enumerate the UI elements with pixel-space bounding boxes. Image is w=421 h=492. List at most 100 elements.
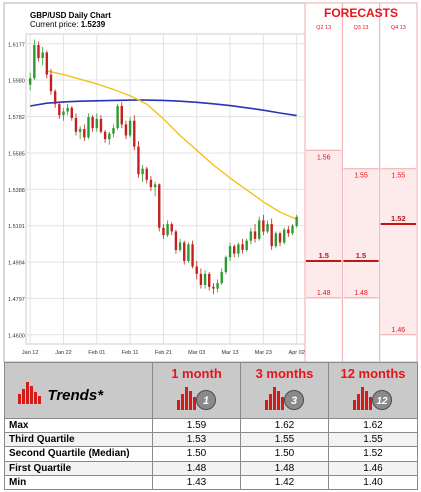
period-icon-1m: 1: [153, 384, 240, 415]
forecast-max-label: 1.55: [392, 173, 406, 180]
candle-body: [287, 229, 290, 234]
row-label-third-quartile: Third Quartile: [4, 432, 153, 448]
candle-body: [37, 45, 40, 58]
table-row: First Quartile 1.48 1.48 1.46: [4, 460, 418, 476]
candle-body: [233, 246, 236, 254]
candle-body: [253, 231, 257, 239]
candle-body: [278, 233, 282, 243]
candle-body: [187, 244, 190, 261]
candle-body: [199, 273, 203, 285]
chart-title: GBP/USD Daily Chart: [30, 11, 111, 20]
candle-body: [58, 104, 61, 116]
trends-header-cell: Trends*: [4, 362, 153, 419]
x-tick-label: Feb 01: [88, 350, 105, 356]
candle-body: [66, 107, 69, 112]
forecast-median-label: 1.5: [356, 251, 366, 260]
candle-body: [78, 129, 82, 132]
period-label-3m: 3 months: [255, 366, 314, 381]
candle-body: [241, 244, 244, 250]
x-tick-label: Mar 13: [221, 350, 238, 356]
candle-body: [212, 286, 215, 289]
bar-chart-icon: [18, 382, 41, 404]
cell-q3-1m: 1.53: [152, 432, 241, 448]
forecast-max-label: 1.56: [317, 154, 331, 161]
cell-min-3m: 1.42: [240, 474, 329, 491]
y-tick-label: 1.4994: [8, 261, 25, 267]
candle-body: [120, 105, 123, 125]
candle-body: [49, 74, 53, 92]
candle-body: [162, 227, 165, 236]
cell-max-1m: 1.59: [152, 417, 241, 434]
candle-body: [62, 111, 65, 116]
forecast-min-label: 1.46: [392, 327, 406, 334]
period-badge-3m: 3: [290, 395, 296, 407]
forecast-median-label: 1.52: [391, 214, 406, 223]
candle-body: [116, 105, 119, 129]
x-axis-ticks: Jan 12 Jan 22 Feb 01 Feb 11 Feb 21 Mar 03 Mar …: [22, 350, 305, 356]
candle-body: [245, 240, 248, 250]
period-icon-12m: 12: [329, 384, 417, 415]
candle-body: [70, 107, 74, 118]
cell-median-12m: 1.52: [328, 446, 418, 462]
candle-body: [249, 231, 253, 241]
candle-body: [141, 168, 144, 175]
candle-body: [108, 133, 111, 140]
candle-body: [170, 224, 173, 232]
bar-chart-badge-icon: 12: [353, 387, 392, 410]
forecast-max-label: 1.55: [354, 173, 368, 180]
candle-body: [266, 224, 269, 232]
forecast-range-band: [343, 168, 379, 298]
y-axis-ticks: 1.6177 1.5980 1.5782 1.5585 1.5388 1.5191 1.49…: [8, 42, 25, 339]
candle-body: [33, 45, 36, 79]
period-header-1m: 1 month 1: [152, 362, 241, 419]
candle-body: [262, 220, 265, 232]
cell-max-3m: 1.62: [240, 417, 329, 434]
x-tick-label: Apr 02: [289, 350, 305, 356]
period-icon-3m: 3: [241, 384, 328, 415]
candle-body: [153, 184, 157, 188]
period-label-1m: 1 month: [171, 366, 222, 381]
cell-median-1m: 1.50: [152, 446, 241, 462]
period-header-12m: 12 months 12: [328, 362, 418, 419]
candle-body: [28, 78, 32, 85]
candle-body: [53, 91, 57, 105]
candle-body: [295, 216, 298, 226]
period-header-3m: 3 months 3: [240, 362, 329, 419]
candle-body: [137, 146, 140, 175]
candlesticks: [28, 39, 298, 295]
candle-body: [95, 118, 98, 129]
cell-q1-1m: 1.48: [152, 460, 241, 476]
forecast-min-label: 1.48: [354, 290, 368, 297]
forecast-range-band: [306, 150, 342, 298]
table-row: Third Quartile 1.53 1.55 1.55: [4, 432, 418, 448]
candle-body: [220, 272, 223, 284]
x-tick-label: Jan 22: [55, 350, 72, 356]
trends-table: Trends* 1 month 1 3 months: [4, 362, 418, 491]
candle-body: [99, 118, 103, 132]
candle-body: [133, 120, 136, 147]
row-label-max: Max: [4, 417, 153, 434]
ma-short-line: [46, 70, 297, 221]
cell-q1-12m: 1.46: [328, 460, 418, 476]
y-tick-label: 1.4600: [8, 333, 25, 339]
forecast-quarter-label: Q4 13: [391, 25, 406, 31]
y-tick-label: 1.5782: [8, 115, 25, 121]
candle-body: [257, 220, 261, 239]
table-row: Max 1.59 1.62 1.62: [4, 417, 418, 434]
bar-chart-badge-icon: 3: [264, 387, 304, 410]
period-badge-1m: 1: [202, 395, 208, 407]
forecast-quarter-label: Q3 13: [354, 25, 369, 31]
candle-body: [208, 273, 211, 287]
period-label-12m: 12 months: [340, 366, 406, 381]
candle-body: [291, 225, 294, 234]
row-label-min: Min: [4, 474, 153, 491]
cell-q3-12m: 1.55: [328, 432, 418, 448]
cell-q3-3m: 1.55: [240, 432, 329, 448]
cell-min-12m: 1.40: [328, 474, 418, 491]
forecast-quarter-label: Q2 13: [316, 25, 331, 31]
period-badge-12m: 12: [376, 396, 388, 407]
candle-body: [45, 52, 49, 75]
row-label-first-quartile: First Quartile: [4, 460, 153, 476]
cell-median-3m: 1.50: [240, 446, 329, 462]
candle-body: [124, 124, 128, 136]
